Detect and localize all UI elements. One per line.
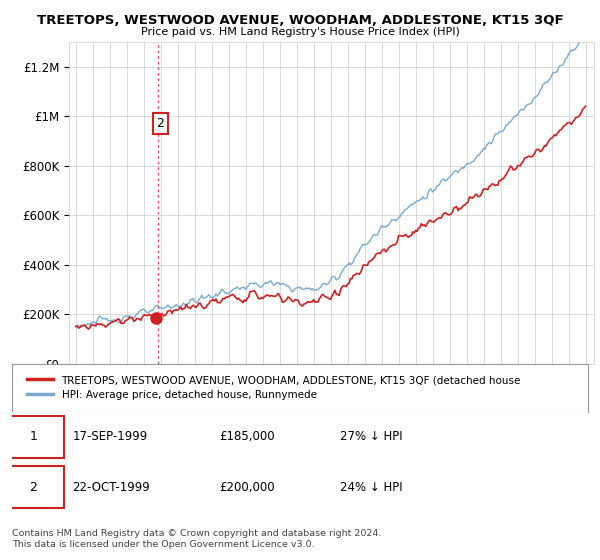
- Text: 1: 1: [29, 430, 37, 444]
- Text: 2: 2: [29, 480, 37, 494]
- Text: Price paid vs. HM Land Registry's House Price Index (HPI): Price paid vs. HM Land Registry's House …: [140, 27, 460, 37]
- Text: TREETOPS, WESTWOOD AVENUE, WOODHAM, ADDLESTONE, KT15 3QF: TREETOPS, WESTWOOD AVENUE, WOODHAM, ADDL…: [37, 14, 563, 27]
- FancyBboxPatch shape: [4, 416, 64, 458]
- Text: £185,000: £185,000: [220, 430, 275, 444]
- Text: 22-OCT-1999: 22-OCT-1999: [73, 480, 150, 494]
- Text: 2: 2: [157, 117, 164, 130]
- Text: 24% ↓ HPI: 24% ↓ HPI: [340, 480, 403, 494]
- Legend: TREETOPS, WESTWOOD AVENUE, WOODHAM, ADDLESTONE, KT15 3QF (detached house, HPI: A: TREETOPS, WESTWOOD AVENUE, WOODHAM, ADDL…: [23, 371, 525, 404]
- Text: 27% ↓ HPI: 27% ↓ HPI: [340, 430, 403, 444]
- Text: 17-SEP-1999: 17-SEP-1999: [73, 430, 148, 444]
- Text: £200,000: £200,000: [220, 480, 275, 494]
- Text: Contains HM Land Registry data © Crown copyright and database right 2024.
This d: Contains HM Land Registry data © Crown c…: [12, 529, 382, 549]
- FancyBboxPatch shape: [4, 466, 64, 508]
